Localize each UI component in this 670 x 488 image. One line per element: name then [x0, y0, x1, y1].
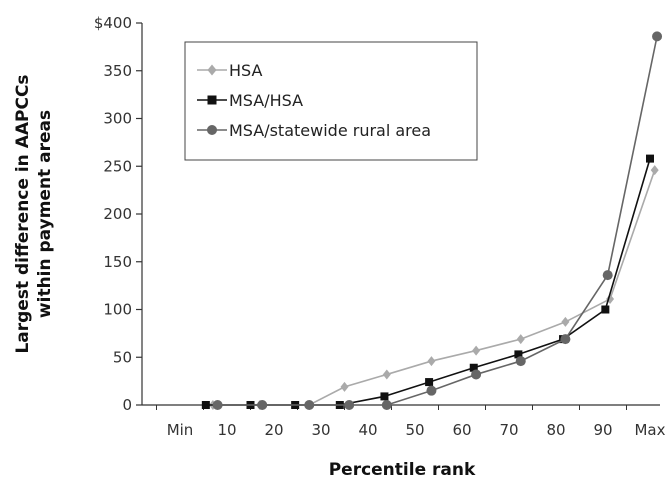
data-point: [561, 316, 570, 327]
x-tick-label: 90: [593, 421, 612, 439]
x-tick-label: 20: [264, 421, 283, 439]
series-line: [205, 158, 651, 406]
data-point: [382, 369, 391, 380]
legend-label: HSA: [229, 61, 262, 80]
data-series: [201, 31, 663, 410]
data-point: [469, 363, 478, 372]
data-point: [344, 400, 355, 410]
data-point: [560, 334, 571, 345]
series-msa-hsa: [201, 154, 654, 409]
data-point: [650, 165, 659, 176]
data-point: [652, 31, 663, 42]
data-point: [602, 270, 613, 281]
data-point: [515, 356, 526, 367]
x-tick-label: 50: [405, 421, 424, 439]
data-point: [381, 400, 392, 410]
data-point: [646, 154, 654, 163]
data-point: [212, 400, 223, 410]
y-tick-label: 100: [103, 301, 132, 319]
y-tick-label: $400: [94, 14, 132, 32]
y-axis-title: Largest difference in AAPCCs within paym…: [13, 74, 55, 353]
data-point: [427, 356, 436, 367]
series-hsa: [208, 165, 659, 410]
y-tick-label: 250: [103, 157, 132, 175]
x-tick-label: 60: [452, 421, 471, 439]
series-msa-statewide-rural-area: [212, 31, 663, 410]
data-point: [426, 385, 437, 396]
data-point: [514, 350, 523, 359]
y-tick-label: 350: [103, 62, 132, 80]
x-tick-label: 80: [546, 421, 565, 439]
legend-marker: [207, 64, 217, 76]
y-tick-label: 0: [122, 396, 132, 414]
data-point: [472, 345, 481, 356]
data-point: [601, 305, 610, 314]
legend-label: MSA/HSA: [229, 91, 303, 110]
legend: HSA MSA/HSA MSA/statewide rural area: [184, 41, 478, 161]
data-point: [340, 381, 349, 392]
x-tick-labels: Min 10 20 30 40 50 60 70 80 90 Max: [167, 421, 666, 439]
series-line: [212, 169, 656, 406]
y-axis-title-line-1: Largest difference in AAPCCs: [13, 74, 33, 353]
x-tick-label: Max: [634, 421, 665, 439]
legend-label: MSA/statewide rural area: [229, 121, 431, 140]
y-tick-label: 300: [103, 110, 132, 128]
data-point: [425, 378, 434, 387]
x-tick-label: 10: [217, 421, 236, 439]
y-tick-labels: 0 50 100 150 200 250 300 350 $400: [94, 14, 132, 414]
y-tick-label: 200: [103, 205, 132, 223]
data-point: [471, 369, 482, 380]
legend-item: MSA/HSA: [197, 91, 303, 110]
y-axis-title-line-2: within payment areas: [35, 110, 55, 318]
legend-item: MSA/statewide rural area: [197, 121, 431, 140]
y-tick-label: 50: [113, 348, 132, 366]
legend-marker: [207, 125, 217, 135]
data-point: [201, 401, 210, 409]
data-point: [516, 334, 525, 345]
legend-box: [184, 41, 478, 161]
x-tick-label: 40: [358, 421, 377, 439]
x-tick-label: 70: [499, 421, 518, 439]
x-tick-label: 30: [311, 421, 330, 439]
data-point: [257, 400, 268, 410]
x-tick-label: Min: [167, 421, 194, 439]
data-point: [304, 400, 315, 410]
y-tick-label: 150: [103, 253, 132, 271]
data-point: [380, 392, 389, 401]
legend-item: HSA: [197, 61, 262, 80]
legend-marker: [207, 95, 217, 105]
x-axis-title: Percentile rank: [329, 460, 476, 480]
